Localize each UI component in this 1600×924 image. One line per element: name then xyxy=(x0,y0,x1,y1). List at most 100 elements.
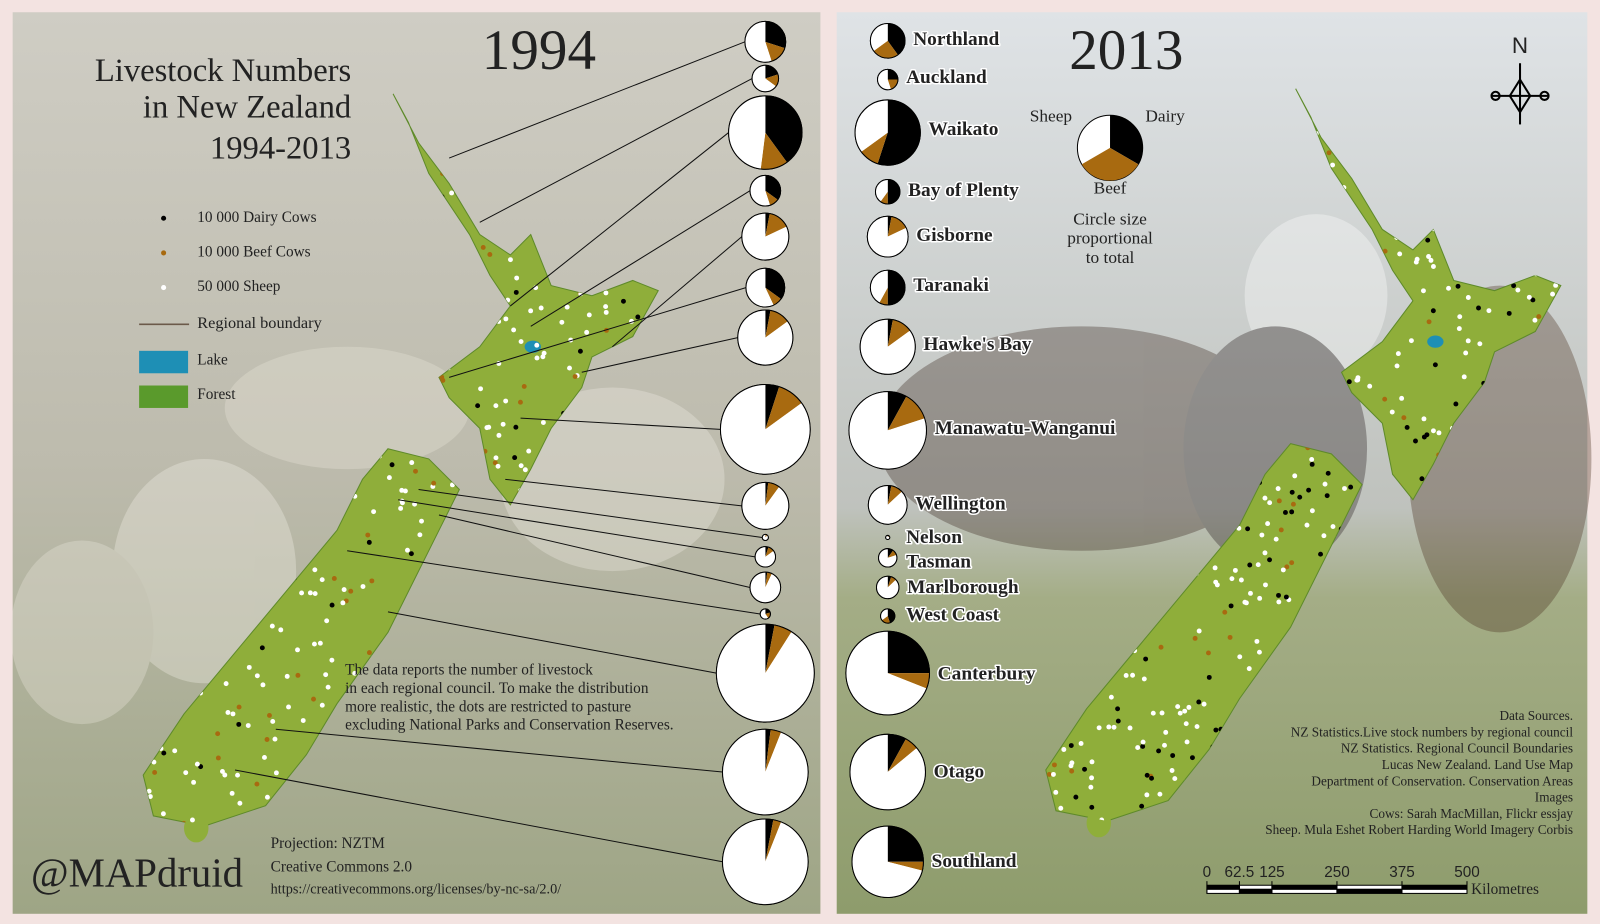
pie-beef xyxy=(760,132,787,170)
dot xyxy=(1227,634,1233,640)
dot xyxy=(1175,704,1181,710)
pie-dairy xyxy=(765,572,768,588)
pies xyxy=(715,20,931,906)
dot xyxy=(1156,748,1162,754)
dot xyxy=(1321,533,1327,539)
dot xyxy=(1289,560,1295,566)
dot xyxy=(1259,532,1265,538)
pie-sheep xyxy=(867,216,909,258)
dot xyxy=(1297,494,1303,500)
scale-tick-label: 375 xyxy=(1389,864,1415,881)
dot xyxy=(1511,283,1517,289)
pie-outline xyxy=(749,571,782,604)
dot xyxy=(522,467,528,473)
dot xyxy=(1283,594,1289,600)
dot xyxy=(1058,805,1064,811)
dot xyxy=(319,702,325,708)
dot xyxy=(1530,297,1536,303)
dot xyxy=(1186,704,1192,710)
dot xyxy=(1428,257,1434,263)
source-line: Data Sources. xyxy=(1499,708,1573,723)
dot xyxy=(478,386,484,392)
dot xyxy=(1194,724,1200,730)
license: Creative Commons 2.0 xyxy=(271,858,413,875)
dot xyxy=(246,664,252,670)
south-island xyxy=(142,448,460,827)
pie-dairy xyxy=(765,729,771,773)
dot xyxy=(577,348,583,354)
pie-beef xyxy=(765,386,802,430)
pie-dairy xyxy=(765,310,771,338)
pie-beef xyxy=(765,74,779,87)
dot xyxy=(1289,489,1295,495)
dot xyxy=(1430,264,1436,269)
pie-outline xyxy=(719,383,811,475)
dot xyxy=(1169,768,1175,773)
dot xyxy=(389,462,395,468)
pie-sheep xyxy=(762,534,769,541)
dot xyxy=(1108,694,1114,700)
dot xyxy=(236,704,242,710)
dot xyxy=(1401,415,1407,421)
pie-outline xyxy=(744,20,787,63)
pie-outline xyxy=(737,309,794,366)
dot xyxy=(1457,314,1463,320)
key-label: Dairy xyxy=(1145,106,1185,125)
dot xyxy=(1246,666,1252,672)
dot xyxy=(267,712,272,718)
pie-dairy xyxy=(887,631,930,674)
dot xyxy=(1247,562,1253,568)
pie-dairy xyxy=(887,576,892,588)
pie-sheep xyxy=(876,576,899,599)
region-label: Nelson xyxy=(906,527,962,548)
dot xyxy=(1465,338,1471,344)
dot xyxy=(1170,753,1176,758)
dot xyxy=(312,567,318,573)
dot xyxy=(366,539,372,545)
key-caption: Circle size xyxy=(1073,209,1147,228)
dot xyxy=(1150,710,1156,716)
dot xyxy=(1404,424,1410,430)
dot xyxy=(1342,486,1347,491)
dot xyxy=(366,650,372,656)
dot xyxy=(1182,708,1188,714)
legend-label: Lake xyxy=(197,352,228,369)
pie-beef xyxy=(887,79,898,90)
pie-outline xyxy=(754,546,777,568)
region-label: Northland xyxy=(913,29,999,50)
title-line: in New Zealand xyxy=(143,90,351,126)
pie-sheep xyxy=(875,179,888,202)
dot xyxy=(484,425,490,431)
dot xyxy=(1089,775,1095,781)
dot xyxy=(300,718,306,723)
dot xyxy=(360,584,366,589)
dot xyxy=(503,398,509,404)
dot xyxy=(1213,727,1219,733)
pie-outline xyxy=(728,95,803,170)
pie-beef xyxy=(887,738,917,773)
leader-line xyxy=(387,611,717,674)
dot xyxy=(190,817,195,823)
dot xyxy=(1196,699,1202,705)
source-line: Cows: Sarah MacMillan, Flickr essjay xyxy=(1370,806,1574,821)
pie-sheep xyxy=(716,624,815,723)
pie-dairy xyxy=(887,69,898,80)
pie-outline xyxy=(749,174,782,207)
dot xyxy=(341,587,347,593)
pie-outline xyxy=(715,623,815,723)
pie-sheep xyxy=(845,631,927,715)
pie-dairy xyxy=(765,65,778,79)
pie-beef xyxy=(765,213,787,237)
dot xyxy=(1326,150,1332,156)
dot xyxy=(1330,524,1336,530)
dot xyxy=(1262,495,1268,501)
dot xyxy=(1425,237,1431,243)
pie-dairy xyxy=(765,818,774,862)
dot xyxy=(1421,416,1427,422)
pie-dairy xyxy=(887,734,906,773)
pie-beef xyxy=(880,191,888,204)
leader-line xyxy=(520,417,721,430)
dot xyxy=(286,704,291,710)
dot xyxy=(1135,745,1141,751)
